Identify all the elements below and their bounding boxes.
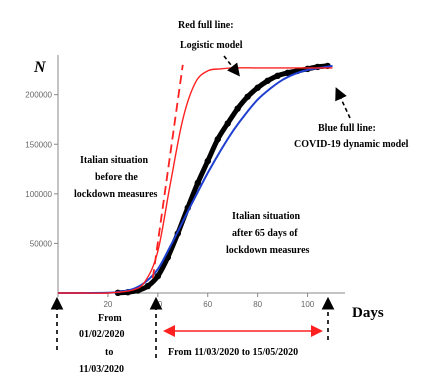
arrow-blue-label — [335, 87, 351, 119]
series-line-logistic-model — [57, 67, 333, 294]
y-tick-label: 150000 — [25, 140, 52, 149]
arrow-red-label — [223, 55, 240, 77]
y-axis-label: N — [33, 59, 47, 76]
data-point-italian-data — [284, 69, 291, 77]
series-line-covid-19-dynamic-model — [57, 64, 333, 294]
annotation-blue-line-2: COVID-19 dynamic model — [294, 139, 409, 150]
x-tick-label: 80 — [253, 300, 262, 309]
annotation-after-2: after 65 days of — [232, 228, 298, 239]
series-italian-data — [114, 62, 331, 297]
annotation-before-1: Italian situation — [80, 155, 149, 166]
annotation-from-3: to — [105, 347, 113, 358]
annotation-red-line-2: Logistic model — [180, 40, 243, 51]
x-axis-label: Days — [352, 305, 384, 321]
data-point-italian-data — [254, 84, 261, 91]
data-point-italian-data — [244, 93, 251, 100]
data-point-italian-data — [194, 179, 201, 187]
y-tick-label: 100000 — [25, 190, 52, 199]
annotation-after-3: lockdown measures — [226, 245, 310, 256]
data-point-italian-data — [264, 77, 271, 84]
data-point-italian-data — [204, 157, 211, 165]
annotation-from-4: 11/03/2020 — [79, 364, 124, 375]
data-point-italian-data — [154, 272, 162, 280]
y-tick-label: 50000 — [30, 239, 53, 248]
annotation-blue-line-1: Blue full line: — [318, 123, 376, 134]
annotation-before-2: before the — [95, 172, 138, 183]
data-point-italian-data — [274, 72, 281, 80]
annotation-red-line-1: Red full line: — [178, 20, 234, 31]
y-tick-label: 200000 — [25, 91, 52, 100]
data-point-italian-data — [214, 136, 221, 143]
annotation-before-3: lockdown measures — [74, 189, 158, 200]
x-tick-label: 20 — [103, 300, 112, 309]
x-tick-label: 100 — [301, 300, 315, 309]
series-band-italian-data — [115, 63, 330, 296]
annotation-from-1: From — [98, 313, 122, 324]
annotation-after-1: Italian situation — [232, 211, 301, 222]
data-point-italian-data — [234, 105, 241, 112]
annotation-range: From 11/03/2020 to 15/05/2020 — [168, 347, 298, 358]
annotation-from-2: 01/02/2020 — [79, 329, 125, 340]
data-point-italian-data — [224, 120, 231, 127]
data-point-italian-data — [144, 282, 152, 290]
x-tick-label: 60 — [203, 300, 212, 309]
series-line-exponential-trend — [151, 64, 184, 279]
x-tick-label: 40 — [153, 300, 162, 309]
